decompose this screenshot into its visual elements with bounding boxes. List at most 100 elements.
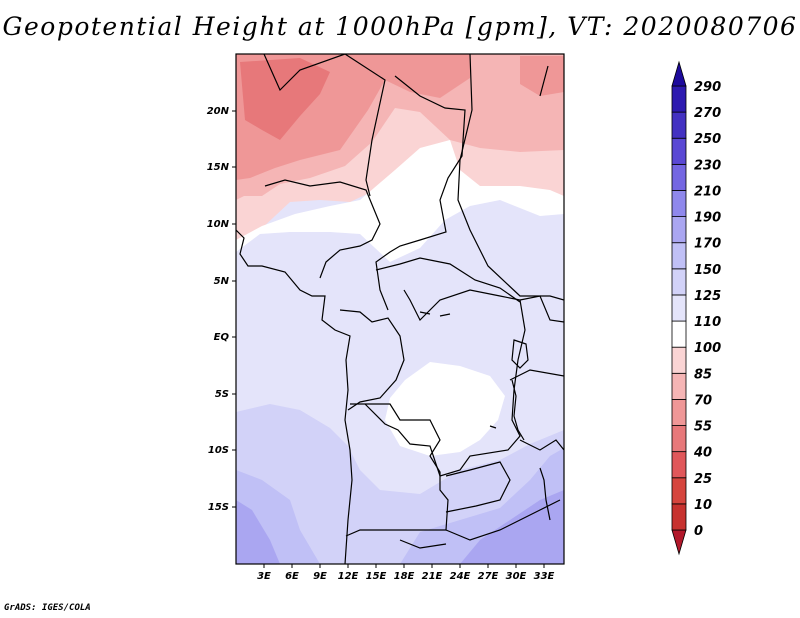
lon-label: 15E: [366, 571, 387, 582]
field-level-110: [236, 140, 564, 262]
colorbar-label: 85: [694, 367, 712, 382]
lat-label: 10S: [208, 445, 229, 456]
colorbar-segment: [671, 451, 687, 479]
lon-label: 6E: [285, 571, 299, 582]
border-congo: [339, 309, 405, 411]
lon-tick: 15E: [366, 564, 387, 582]
colorbar-label: 100: [694, 341, 721, 356]
lon-tick: 33E: [534, 564, 555, 582]
lon-label: 21E: [422, 571, 443, 582]
field-level-210-east: [460, 490, 564, 564]
colorbar-label: 70: [694, 393, 712, 408]
field-level-70-east: [520, 56, 564, 96]
colorbar-label: 150: [694, 263, 721, 278]
colorbar-label: 25: [694, 472, 712, 487]
border-chad: [375, 75, 466, 311]
map-title: Geopotential Height at 1000hPa [gpm], VT…: [2, 12, 798, 41]
lat-tick: 5S: [215, 389, 236, 400]
colorbar-segment: [671, 372, 687, 400]
colorbar-segment: [671, 425, 687, 453]
lon-tick: 9E: [313, 564, 327, 582]
field-level-110-central: [385, 362, 505, 456]
colorbar-label: 250: [694, 132, 721, 147]
colorbar-label: 125: [694, 289, 721, 304]
colorbar-segment: [671, 137, 687, 165]
lon-tick: 18E: [394, 564, 415, 582]
lat-label: 5N: [214, 276, 230, 287]
lat-tick: 10N: [207, 219, 236, 230]
lat-label: EQ: [214, 332, 230, 343]
colorbar-segment: [671, 111, 687, 139]
colorbar-segment: [671, 242, 687, 270]
lon-tick: 27E: [478, 564, 499, 582]
border-car: [375, 257, 521, 303]
colorbar-segment: [671, 190, 687, 217]
border-south: [399, 499, 561, 549]
lon-tick: 12E: [338, 564, 359, 582]
grads-credit: GrADS: IGES/COLA: [4, 603, 91, 613]
lake-tanganyika: [511, 379, 525, 441]
border-east: [509, 295, 564, 451]
colorbar-label: 170: [694, 237, 721, 252]
longitude-axis: 3E 6E 9E 12E 15E 18E 21E 24E 27E 30E 33E: [257, 564, 555, 582]
lat-tick: 5N: [214, 276, 236, 287]
lon-label: 12E: [338, 571, 359, 582]
lat-label: 5S: [215, 389, 229, 400]
lat-tick: 15S: [208, 502, 236, 513]
lakes-congo: [419, 65, 549, 429]
colorbar-segment: [671, 216, 687, 244]
colorbar-segment: [671, 477, 687, 505]
lon-tick: 21E: [422, 564, 443, 582]
lake-victoria: [511, 339, 529, 369]
colorbar-segment: [671, 294, 687, 322]
colorbar-label: 10: [694, 498, 712, 513]
colorbar: 0 10 25 40 55 70 85 100 110 125 150 170 190 210 230 250…: [671, 60, 721, 556]
plot-frame: [235, 53, 565, 565]
lat-tick: EQ: [214, 332, 236, 343]
colorbar-segment: [671, 320, 687, 348]
border-zambia: [445, 461, 511, 513]
colorbar-label: 110: [694, 315, 721, 330]
border-angola: [345, 403, 449, 537]
lon-tick: 30E: [506, 564, 527, 582]
lake-malawi: [539, 467, 551, 521]
lat-label: 15N: [207, 162, 230, 173]
colorbar-segment: [671, 163, 687, 191]
colorbar-label: 55: [694, 420, 712, 435]
lat-tick: 10S: [208, 445, 236, 456]
border-drc: [364, 289, 526, 477]
colorbar-label: 0: [694, 524, 703, 539]
colorbar-label: 210: [694, 184, 721, 199]
colorbar-segment: [671, 399, 687, 426]
lat-tick: 15N: [207, 162, 236, 173]
lon-label: 3E: [257, 571, 271, 582]
colorbar-label: 230: [694, 158, 721, 173]
lat-label: 15S: [208, 502, 229, 513]
lat-label: 10N: [207, 219, 230, 230]
lon-tick: 6E: [285, 564, 299, 582]
lat-tick: 20N: [207, 106, 236, 117]
lon-label: 30E: [506, 571, 527, 582]
colorbar-label: 290: [694, 80, 721, 95]
border-sahara: [263, 54, 386, 197]
colorbar-label: 270: [694, 106, 721, 121]
lon-label: 18E: [394, 571, 415, 582]
border-nigeria: [264, 179, 381, 279]
field-level-55: [240, 58, 330, 140]
lon-label: 33E: [534, 571, 555, 582]
colorbar-segment: [671, 503, 687, 531]
lon-tick: 24E: [450, 564, 471, 582]
lon-label: 27E: [478, 571, 499, 582]
geopotential-field: [236, 54, 564, 564]
colorbar-segment: [671, 85, 687, 113]
coastline-west: [236, 229, 353, 564]
lat-label: 20N: [207, 106, 230, 117]
colorbar-label: 190: [694, 211, 721, 226]
colorbar-segment: [671, 60, 687, 87]
colorbar-label: 40: [693, 446, 712, 461]
country-borders: [236, 54, 564, 564]
colorbar-segment: [671, 529, 687, 556]
lon-tick: 3E: [257, 564, 271, 582]
lon-label: 24E: [450, 571, 471, 582]
